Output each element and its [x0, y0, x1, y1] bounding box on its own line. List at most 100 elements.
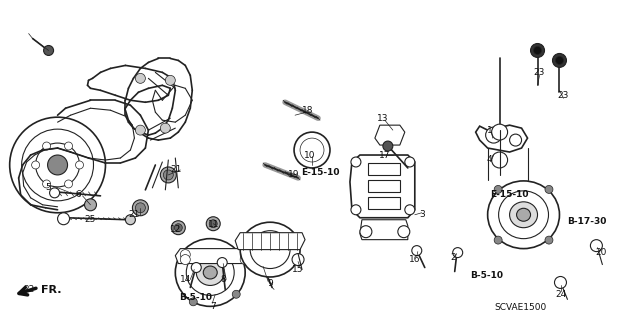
- Circle shape: [217, 257, 227, 268]
- Circle shape: [452, 248, 463, 257]
- Text: 15: 15: [292, 265, 304, 274]
- Circle shape: [509, 134, 522, 146]
- Circle shape: [398, 226, 410, 238]
- Circle shape: [31, 161, 40, 169]
- Text: 23: 23: [558, 91, 569, 100]
- Text: 16: 16: [409, 255, 420, 264]
- Circle shape: [22, 129, 93, 201]
- Text: 21: 21: [129, 210, 140, 219]
- Polygon shape: [175, 249, 252, 263]
- Text: 17: 17: [379, 151, 390, 160]
- Circle shape: [351, 157, 361, 167]
- Circle shape: [360, 226, 372, 238]
- Text: 5: 5: [45, 183, 51, 192]
- Circle shape: [531, 43, 545, 57]
- Circle shape: [136, 125, 145, 135]
- Circle shape: [554, 277, 566, 288]
- Text: 8: 8: [220, 275, 226, 284]
- Circle shape: [292, 254, 304, 265]
- Circle shape: [405, 157, 415, 167]
- Text: 12: 12: [170, 225, 181, 234]
- Circle shape: [174, 224, 182, 232]
- Circle shape: [136, 73, 145, 83]
- Circle shape: [486, 127, 502, 143]
- Circle shape: [189, 298, 197, 306]
- Circle shape: [43, 180, 51, 188]
- Circle shape: [58, 213, 70, 225]
- Circle shape: [206, 217, 220, 231]
- Circle shape: [84, 199, 97, 211]
- Circle shape: [43, 142, 51, 150]
- Text: 19: 19: [288, 170, 300, 179]
- Circle shape: [47, 155, 68, 175]
- Text: 23: 23: [534, 68, 545, 77]
- Circle shape: [125, 215, 136, 225]
- Ellipse shape: [509, 202, 538, 228]
- Ellipse shape: [240, 222, 300, 277]
- Polygon shape: [350, 155, 415, 218]
- Text: 24: 24: [556, 290, 567, 299]
- Text: 6: 6: [76, 190, 81, 199]
- Circle shape: [236, 252, 244, 260]
- Circle shape: [191, 263, 201, 272]
- Circle shape: [552, 54, 566, 67]
- Polygon shape: [235, 233, 305, 249]
- Circle shape: [161, 167, 176, 183]
- Circle shape: [180, 255, 190, 264]
- Circle shape: [10, 117, 106, 213]
- Circle shape: [161, 123, 170, 133]
- Circle shape: [136, 203, 145, 213]
- Polygon shape: [476, 125, 527, 152]
- Circle shape: [132, 200, 148, 216]
- Circle shape: [163, 170, 173, 180]
- Circle shape: [65, 142, 72, 150]
- Text: E-15-10: E-15-10: [490, 190, 529, 199]
- Circle shape: [383, 141, 393, 151]
- Text: 1: 1: [487, 126, 493, 135]
- Circle shape: [36, 143, 79, 187]
- Text: 22: 22: [23, 285, 35, 294]
- Text: 13: 13: [377, 114, 388, 123]
- Circle shape: [165, 75, 175, 85]
- Ellipse shape: [516, 208, 531, 221]
- Text: B-17-30: B-17-30: [567, 217, 606, 226]
- Text: 7: 7: [211, 302, 216, 311]
- Circle shape: [180, 249, 190, 260]
- Text: 2: 2: [450, 253, 456, 262]
- Text: B-5-10: B-5-10: [470, 271, 503, 280]
- Circle shape: [209, 220, 217, 228]
- Circle shape: [44, 46, 54, 56]
- Circle shape: [492, 124, 508, 140]
- Circle shape: [240, 249, 250, 260]
- Text: 14: 14: [180, 275, 191, 284]
- Circle shape: [76, 161, 83, 169]
- Ellipse shape: [488, 181, 559, 249]
- Text: 3: 3: [419, 210, 425, 219]
- Circle shape: [412, 246, 422, 256]
- Text: SCVAE1500: SCVAE1500: [495, 303, 547, 312]
- Ellipse shape: [186, 249, 234, 295]
- Circle shape: [591, 240, 602, 252]
- Polygon shape: [360, 220, 408, 240]
- Circle shape: [177, 252, 185, 260]
- Circle shape: [240, 255, 250, 264]
- Circle shape: [172, 221, 186, 235]
- Circle shape: [255, 257, 265, 268]
- Polygon shape: [375, 125, 405, 145]
- Polygon shape: [368, 197, 400, 209]
- Text: 25: 25: [85, 215, 96, 224]
- Circle shape: [232, 290, 240, 298]
- Polygon shape: [368, 180, 400, 192]
- Ellipse shape: [175, 239, 245, 306]
- Ellipse shape: [196, 260, 224, 286]
- Text: 18: 18: [302, 106, 314, 115]
- Circle shape: [494, 185, 502, 193]
- Ellipse shape: [250, 231, 290, 269]
- Circle shape: [294, 132, 330, 168]
- Text: 11: 11: [207, 220, 219, 229]
- Circle shape: [351, 205, 361, 215]
- Circle shape: [49, 188, 60, 198]
- Circle shape: [556, 56, 563, 64]
- Circle shape: [545, 185, 553, 193]
- Text: 9: 9: [268, 279, 273, 288]
